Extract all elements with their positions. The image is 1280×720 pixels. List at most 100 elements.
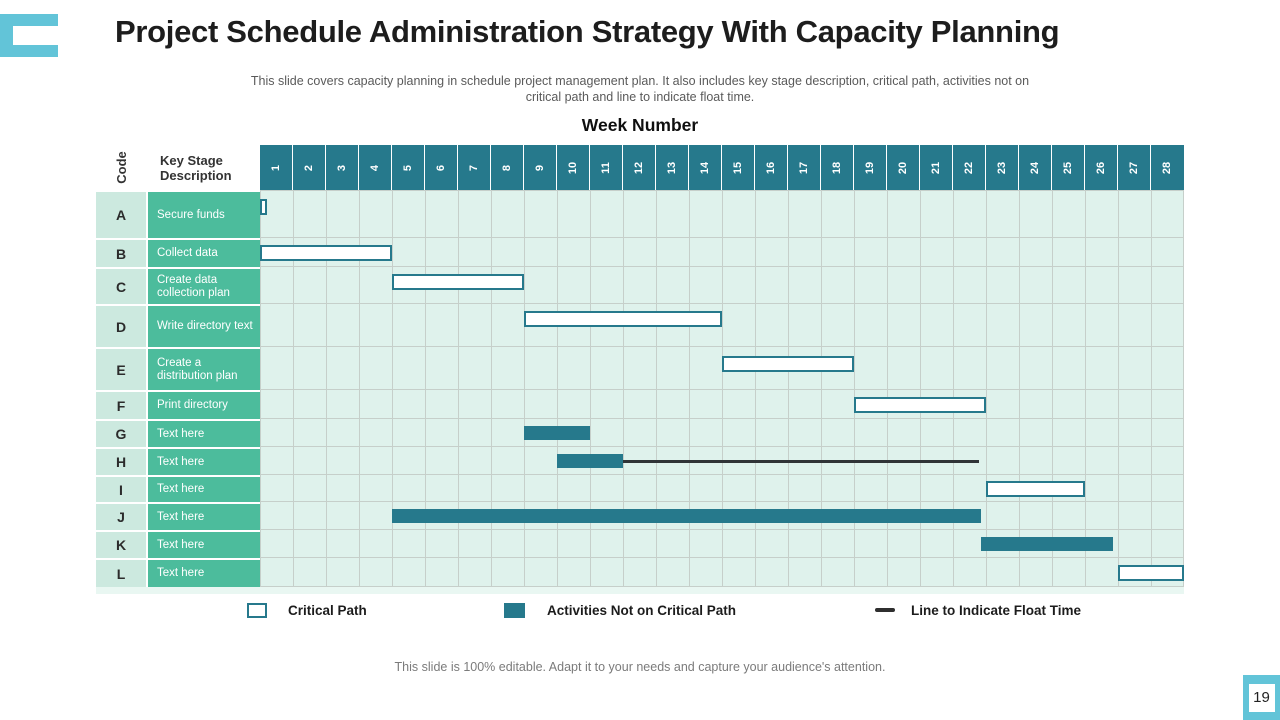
week-grid [260,419,1184,447]
week-number-label: 24 [1029,161,1041,174]
gantt-header-row: Code Key Stage Description 1 2 3 4 5 6 7 8 9 10 11… [96,145,1184,190]
code-cell: F [96,390,146,419]
page-number-badge: 19 [1243,675,1280,720]
gantt-row-e: E Create a distribution plan [96,347,1184,390]
stage-description-label: Text here [157,483,205,495]
week-number-label: 23 [996,161,1008,174]
week-grid [260,390,1184,419]
footer-note: This slide is 100% editable. Adapt it to… [394,660,886,674]
week-header-cell: 2 [293,145,326,190]
stage-description-label: Text here [157,510,205,523]
code-cell: D [96,304,146,347]
week-number-label: 11 [599,161,612,174]
critical-path-bar [524,310,722,327]
code-column-header-label: Code [113,151,129,184]
stage-description-cell: Create data collection plan [148,267,260,304]
week-number-label: 9 [534,164,546,171]
slide-subtitle: This slide covers capacity planning in s… [250,74,1030,104]
stage-description-label: Text here [157,455,205,468]
critical-path-bar [260,244,392,261]
week-grid [260,304,1184,347]
gantt-row-f: F Print directory [96,390,1184,419]
week-number-label: 27 [1128,161,1140,174]
week-header-cell: 23 [986,145,1019,190]
week-number-label: 28 [1161,161,1174,174]
stage-description-label: Text here [157,567,205,579]
legend-label: Line to Indicate Float Time [911,602,1082,618]
column-gap [146,447,148,475]
week-number-label: 10 [567,161,579,174]
code-cell: J [96,502,146,530]
week-header-cell: 5 [392,145,425,190]
code-cell: B [96,238,146,267]
stage-description-cell: Text here [148,558,260,587]
stage-description-cell: Secure funds [148,190,260,238]
week-header-cell: 11 [590,145,623,190]
week-grid [260,530,1184,558]
week-header-cell: 21 [920,145,953,190]
stage-description-label: Create a distribution plan [157,356,238,382]
week-number-label: 21 [930,161,942,174]
noncritical-activity-bar [981,537,1114,551]
critical-path-bar [986,480,1085,497]
stage-description-label: Secure funds [157,208,225,221]
stage-description-label: Collect data [157,247,218,259]
legend-label: Activities Not on Critical Path [547,602,737,618]
legend-item-noncritical: Activities Not on Critical Path [504,600,736,620]
code-cell: G [96,419,146,447]
week-header-cell: 14 [689,145,722,190]
week-number-label: 15 [732,161,744,174]
week-number-label: 25 [1062,161,1074,174]
critical-path-swatch [247,602,267,618]
week-number-label: 14 [699,161,711,174]
stage-description-cell: Write directory text [148,304,260,347]
week-grid [260,267,1184,304]
critical-path-bar [1118,564,1184,581]
week-grid [260,190,1184,238]
slide-title: Project Schedule Administration Strategy… [115,14,1060,49]
code-cell: E [96,347,146,390]
week-header-cell: 20 [887,145,920,190]
week-header-cell: 17 [788,145,821,190]
noncritical-swatch [504,602,525,618]
week-grid [260,502,1184,530]
legend-item-float-time: Line to Indicate Float Time [875,600,1081,620]
week-header-cell: 6 [425,145,458,190]
week-header-cell: 13 [656,145,689,190]
column-gap [146,145,148,190]
week-header-cell: 16 [755,145,788,190]
week-number-label: 20 [897,161,909,174]
week-number-label: 17 [798,161,810,174]
gantt-row-d: D Write directory text [96,304,1184,347]
week-header-cell: 7 [458,145,491,190]
week-header-row: 1 2 3 4 5 6 7 8 9 10 11 12 13 14 15 16 17 18 19 20 21 22 23 24 2… [260,145,1184,190]
week-header-cell: 19 [854,145,887,190]
gantt-row-a: A Secure funds [96,190,1184,238]
code-cell: A [96,190,146,238]
gantt-table: Code Key Stage Description 1 2 3 4 5 6 7 8 9 10 11… [96,145,1184,594]
float-line-swatch [875,608,895,612]
stage-description-label: Create data collection plan [157,273,230,299]
week-header-cell: 4 [359,145,392,190]
column-gap [146,347,148,390]
stage-description-label: Print directory [157,399,228,411]
week-number-label: 3 [336,164,348,171]
column-gap [146,419,148,447]
table-bottom-strip [96,587,1184,594]
week-number-label: 5 [402,164,414,171]
week-header-cell: 15 [722,145,755,190]
page-number: 19 [1248,683,1275,712]
week-header-cell: 25 [1052,145,1085,190]
float-time-line [623,459,980,463]
stage-description-label: Write directory text [157,320,253,332]
week-header-cell: 1 [260,145,293,190]
noncritical-activity-bar [392,509,982,523]
week-header-cell: 26 [1085,145,1118,190]
column-gap [146,390,148,419]
week-header-cell: 24 [1019,145,1052,190]
stage-description-label: Text here [157,427,205,440]
legend-item-critical-path: Critical Path [247,600,367,620]
week-number-label: 22 [963,161,975,174]
column-gap [146,267,148,304]
